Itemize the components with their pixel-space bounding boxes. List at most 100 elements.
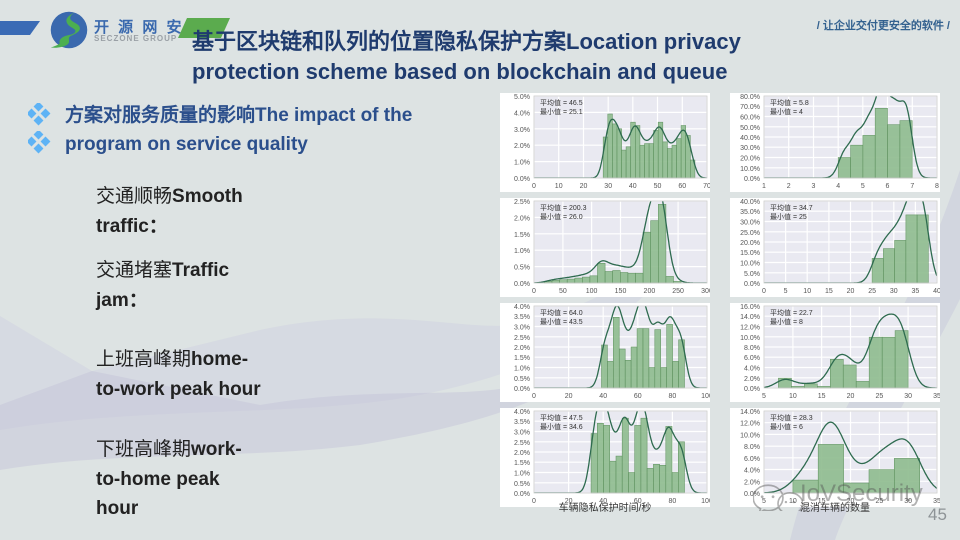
svg-text:30.0%: 30.0% xyxy=(740,145,760,152)
svg-text:15: 15 xyxy=(818,393,826,400)
svg-text:1.0%: 1.0% xyxy=(514,366,530,373)
svg-text:50: 50 xyxy=(559,288,567,295)
svg-text:10: 10 xyxy=(555,183,563,190)
svg-text:0.0%: 0.0% xyxy=(744,176,760,183)
svg-text:3.5%: 3.5% xyxy=(514,419,530,426)
svg-text:250: 250 xyxy=(672,288,684,295)
svg-text:8: 8 xyxy=(935,183,939,190)
svg-text:12.0%: 12.0% xyxy=(740,421,760,428)
svg-text:200: 200 xyxy=(644,288,656,295)
svg-text:30: 30 xyxy=(890,288,898,295)
svg-text:2: 2 xyxy=(787,183,791,190)
svg-text:30: 30 xyxy=(604,183,612,190)
svg-text:0: 0 xyxy=(762,288,766,295)
svg-text:平均值 = 28.3: 平均值 = 28.3 xyxy=(770,413,813,422)
svg-text:6.0%: 6.0% xyxy=(744,355,760,362)
svg-text:70: 70 xyxy=(703,183,710,190)
svg-text:40: 40 xyxy=(629,183,637,190)
svg-text:35: 35 xyxy=(912,288,920,295)
svg-text:2.5%: 2.5% xyxy=(514,335,530,342)
svg-text:40.0%: 40.0% xyxy=(740,135,760,142)
svg-text:4.0%: 4.0% xyxy=(744,366,760,373)
svg-text:5: 5 xyxy=(784,288,788,295)
svg-text:80.0%: 80.0% xyxy=(740,94,760,101)
svg-text:0.5%: 0.5% xyxy=(514,376,530,383)
svg-text:14.0%: 14.0% xyxy=(740,314,760,321)
svg-text:40.0%: 40.0% xyxy=(740,199,760,206)
svg-text:15.0%: 15.0% xyxy=(740,250,760,257)
svg-text:20.0%: 20.0% xyxy=(740,240,760,247)
svg-text:平均值 = 22.7: 平均值 = 22.7 xyxy=(770,308,813,317)
svg-text:50.0%: 50.0% xyxy=(740,125,760,132)
svg-text:10.0%: 10.0% xyxy=(740,166,760,173)
svg-text:20: 20 xyxy=(565,393,573,400)
svg-text:6: 6 xyxy=(886,183,890,190)
svg-text:5.0%: 5.0% xyxy=(744,271,760,278)
svg-text:20.0%: 20.0% xyxy=(740,156,760,163)
svg-text:0.0%: 0.0% xyxy=(514,176,530,183)
svg-text:最小值 = 4: 最小值 = 4 xyxy=(770,107,803,116)
svg-text:3.0%: 3.0% xyxy=(514,430,530,437)
svg-text:10: 10 xyxy=(789,393,797,400)
svg-text:2.0%: 2.0% xyxy=(744,376,760,383)
svg-text:20: 20 xyxy=(847,288,855,295)
svg-text:8.0%: 8.0% xyxy=(744,345,760,352)
svg-text:2.5%: 2.5% xyxy=(514,199,530,206)
svg-text:5: 5 xyxy=(762,393,766,400)
svg-text:最小值 = 26.0: 最小值 = 26.0 xyxy=(540,212,583,221)
svg-text:100: 100 xyxy=(586,288,598,295)
svg-text:25: 25 xyxy=(876,393,884,400)
svg-text:30: 30 xyxy=(904,393,912,400)
svg-text:100: 100 xyxy=(701,393,710,400)
svg-text:2.0%: 2.0% xyxy=(514,345,530,352)
svg-text:最小值 = 25: 最小值 = 25 xyxy=(770,212,807,221)
svg-text:16.0%: 16.0% xyxy=(740,304,760,311)
svg-text:4.0%: 4.0% xyxy=(514,409,530,416)
svg-text:40: 40 xyxy=(933,288,940,295)
svg-text:40: 40 xyxy=(599,393,607,400)
svg-text:平均值 = 46.5: 平均值 = 46.5 xyxy=(540,98,583,107)
svg-text:平均值 = 64.0: 平均值 = 64.0 xyxy=(540,308,583,317)
svg-text:70.0%: 70.0% xyxy=(740,104,760,111)
svg-text:3.0%: 3.0% xyxy=(514,127,530,134)
svg-text:0: 0 xyxy=(532,288,536,295)
svg-text:1.0%: 1.0% xyxy=(514,160,530,167)
svg-text:1: 1 xyxy=(762,183,766,190)
svg-text:平均值 = 47.5: 平均值 = 47.5 xyxy=(540,413,583,422)
svg-text:50: 50 xyxy=(654,183,662,190)
svg-text:300: 300 xyxy=(701,288,710,295)
svg-text:0: 0 xyxy=(532,183,536,190)
svg-text:30.0%: 30.0% xyxy=(740,220,760,227)
svg-text:4.0%: 4.0% xyxy=(514,110,530,117)
svg-text:最小值 = 34.6: 最小值 = 34.6 xyxy=(540,422,583,431)
svg-text:1.5%: 1.5% xyxy=(514,355,530,362)
svg-text:最小值 = 6: 最小值 = 6 xyxy=(770,422,803,431)
svg-text:2.0%: 2.0% xyxy=(514,143,530,150)
svg-text:2.0%: 2.0% xyxy=(514,450,530,457)
svg-text:平均值 = 200.3: 平均值 = 200.3 xyxy=(540,203,587,212)
svg-text:2.5%: 2.5% xyxy=(514,440,530,447)
svg-text:10.0%: 10.0% xyxy=(740,335,760,342)
svg-text:1.0%: 1.0% xyxy=(514,248,530,255)
svg-text:25: 25 xyxy=(868,288,876,295)
svg-text:150: 150 xyxy=(615,288,627,295)
svg-text:1.5%: 1.5% xyxy=(514,232,530,239)
svg-text:6.0%: 6.0% xyxy=(744,456,760,463)
svg-text:最小值 = 8: 最小值 = 8 xyxy=(770,317,803,326)
svg-text:0.0%: 0.0% xyxy=(514,281,530,288)
svg-text:最小值 = 43.5: 最小值 = 43.5 xyxy=(540,317,583,326)
svg-text:7: 7 xyxy=(910,183,914,190)
svg-text:5.0%: 5.0% xyxy=(514,94,530,101)
svg-text:14.0%: 14.0% xyxy=(740,409,760,416)
svg-text:15: 15 xyxy=(825,288,833,295)
svg-text:平均值 = 5.8: 平均值 = 5.8 xyxy=(770,98,809,107)
svg-text:80: 80 xyxy=(669,393,677,400)
svg-text:0: 0 xyxy=(532,393,536,400)
svg-text:35: 35 xyxy=(933,393,940,400)
svg-text:10.0%: 10.0% xyxy=(740,261,760,268)
svg-text:4: 4 xyxy=(836,183,840,190)
svg-text:5: 5 xyxy=(861,183,865,190)
svg-text:3.0%: 3.0% xyxy=(514,325,530,332)
svg-text:3: 3 xyxy=(812,183,816,190)
svg-text:4.0%: 4.0% xyxy=(744,468,760,475)
